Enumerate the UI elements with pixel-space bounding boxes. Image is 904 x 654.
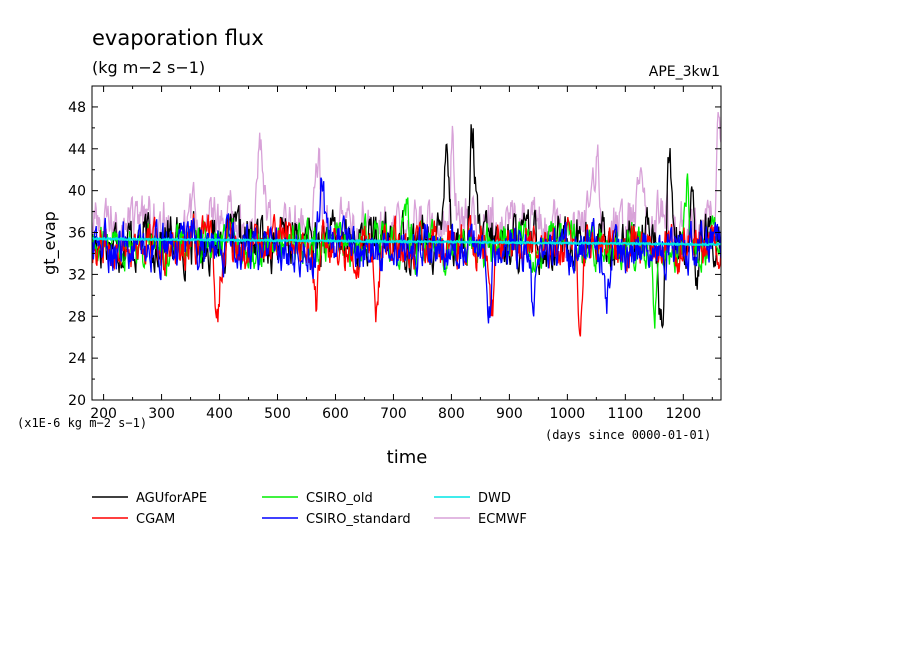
y-tick-label: 28 [68, 309, 86, 325]
x-tick-label: 500 [264, 406, 291, 422]
x-tick-label: 700 [380, 406, 407, 422]
y-axis-label: gt_evap [40, 211, 60, 275]
x-units-note: (days since 0000-01-01) [545, 428, 711, 442]
x-tick-label: 900 [496, 406, 523, 422]
x-tick-label: 1100 [608, 406, 644, 422]
experiment-label: APE_3kw1 [649, 64, 720, 80]
legend: AGUforAPE CGAM CSIRO_old CSIRO_standard DWD E… [92, 491, 527, 527]
legend-label: AGUforAPE [136, 491, 207, 506]
y-tick-label: 32 [68, 267, 86, 283]
x-tick-label: 1000 [550, 406, 586, 422]
x-tick-label: 800 [438, 406, 465, 422]
legend-label: DWD [478, 491, 511, 506]
y-tick-label: 40 [68, 184, 86, 200]
chart-title: evaporation flux [92, 26, 264, 50]
legend-label: ECMWF [478, 512, 527, 527]
series-layer [92, 112, 721, 337]
y-tick-label: 20 [68, 393, 86, 409]
x-axis-label: time [387, 447, 428, 468]
x-tick-label: 300 [148, 406, 175, 422]
x-tick-label: 1200 [665, 406, 701, 422]
y-tick-label: 24 [68, 351, 86, 367]
chart-units: (kg m−2 s−1) [92, 58, 205, 77]
x-tick-label: 400 [206, 406, 233, 422]
y-tick-label: 36 [68, 226, 86, 242]
legend-label: CSIRO_standard [306, 512, 411, 527]
y-scale-note: (x1E-6 kg m−2 s−1) [17, 416, 147, 430]
y-tick-label: 48 [68, 100, 86, 116]
y-tick-label: 44 [68, 142, 86, 158]
legend-label: CGAM [136, 512, 175, 527]
legend-label: CSIRO_old [306, 491, 373, 506]
plot-frame [91, 85, 722, 401]
series-line-ecmwf [92, 112, 721, 266]
axis-ticks: 200 300 400 500 600 700 800 900 1000 1100 1200 20 24… [68, 86, 721, 422]
series-line-dwd [92, 236, 721, 247]
x-tick-label: 600 [322, 406, 349, 422]
x-tick-label: 200 [90, 406, 117, 422]
